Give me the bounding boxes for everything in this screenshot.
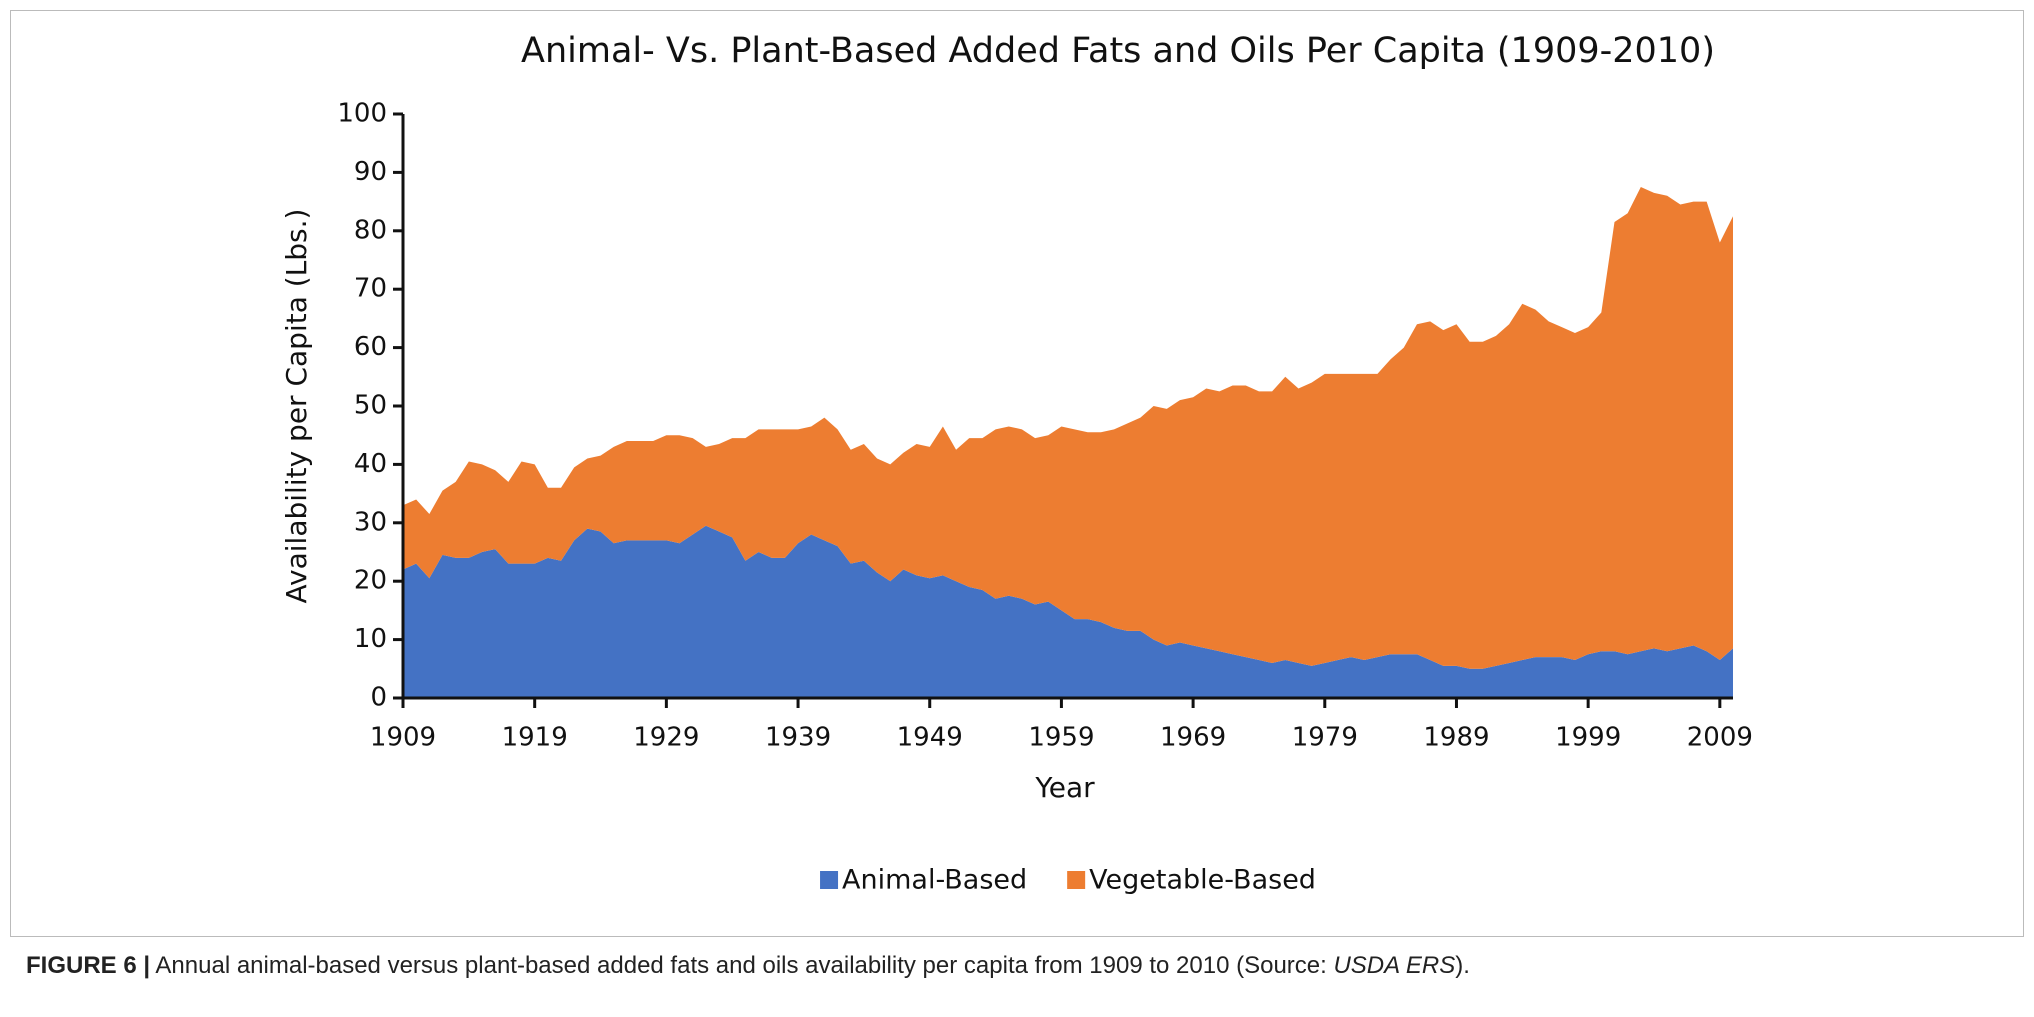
chart-title: Animal- Vs. Plant-Based Added Fats and O… (521, 31, 1715, 71)
x-tick-label: 1939 (765, 723, 831, 753)
x-tick-label: 1999 (1555, 723, 1621, 753)
x-tick-label: 2009 (1687, 723, 1753, 753)
y-tick-label: 10 (354, 624, 387, 654)
y-tick-label: 50 (354, 391, 387, 421)
x-tick-label: 1909 (370, 723, 436, 753)
x-tick-label: 1929 (633, 723, 699, 753)
legend-label: Vegetable-Based (1089, 865, 1316, 896)
area (403, 525, 1733, 698)
y-tick-label: 20 (354, 566, 387, 596)
y-tick-label: 90 (354, 157, 387, 187)
y-tick-label: 70 (354, 274, 387, 304)
area (403, 187, 1733, 669)
y-tick-label: 80 (354, 215, 387, 245)
legend: Animal-Based Vegetable-Based (820, 865, 1316, 896)
y-tick-label: 60 (354, 332, 387, 362)
caption: FIGURE 6 | Annual animal-based versus pl… (26, 952, 1470, 980)
chart: Animal- Vs. Plant-Based Added Fats and O… (280, 31, 1753, 896)
x-tick-label: 1949 (897, 723, 963, 753)
figure-frame (10, 10, 2024, 937)
y-tick-label: 100 (337, 99, 387, 129)
y-tick-label: 0 (370, 683, 387, 713)
caption-label: FIGURE 6 | (26, 952, 151, 979)
caption-text: ). (1455, 952, 1470, 979)
x-tick-label: 1969 (1160, 723, 1226, 753)
caption-text: Annual animal-based versus plant-based a… (150, 952, 1334, 979)
legend-swatch (820, 871, 839, 889)
y-axis-label: Availability per Capita (Lbs.) (280, 209, 313, 604)
x-axis-label: Year (1034, 771, 1095, 804)
caption-source: USDA ERS (1333, 952, 1456, 979)
x-tick-label: 1989 (1423, 723, 1489, 753)
legend-swatch (1067, 871, 1086, 889)
x-tick-label: 1959 (1028, 723, 1094, 753)
y-tick-label: 40 (354, 449, 387, 479)
x-tick-label: 1919 (502, 723, 568, 753)
y-tick-label: 30 (354, 507, 387, 537)
legend-label: Animal-Based (842, 865, 1027, 896)
x-tick-label: 1979 (1292, 723, 1358, 753)
